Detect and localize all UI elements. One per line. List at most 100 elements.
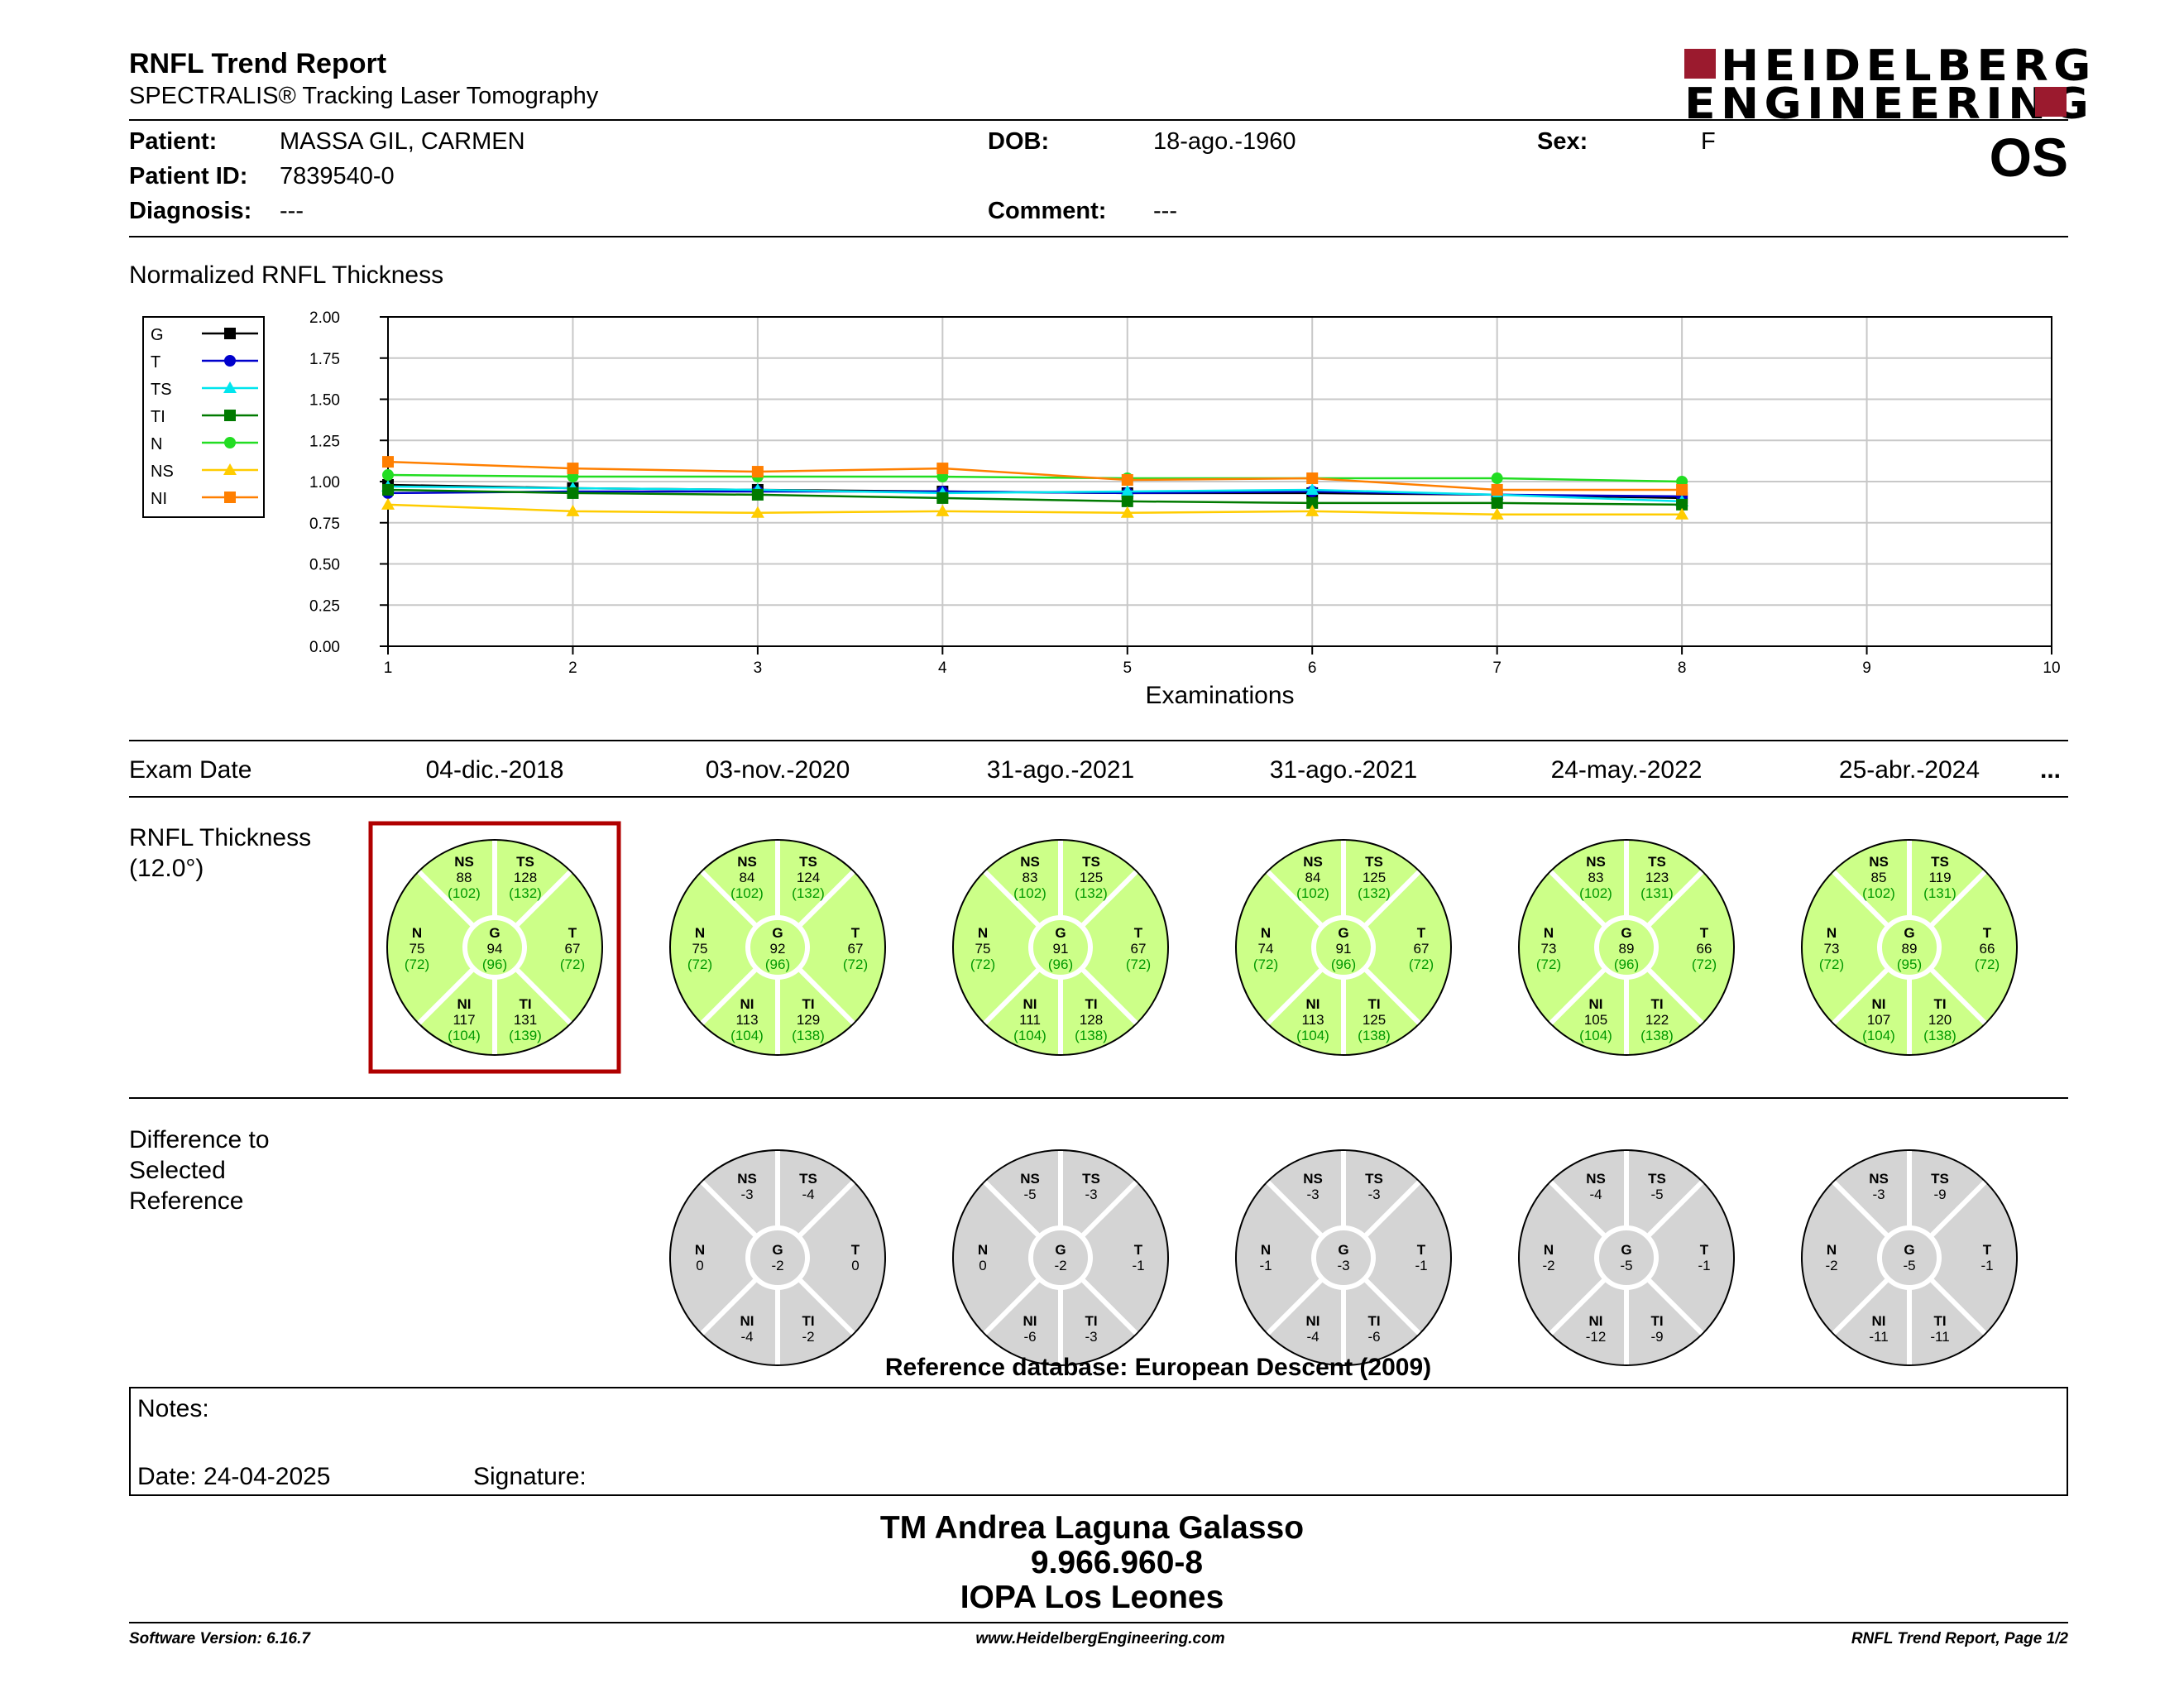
sector-value: 128 [1080,1012,1103,1028]
sector-divider [514,966,572,1025]
exam-date-label: Exam Date [129,756,252,784]
sector-label: NS [1586,854,1606,870]
sector-ring [745,915,810,980]
sector-value: 113 [735,1012,758,1028]
signature-label: Signature: [473,1463,587,1490]
exam-date[interactable]: 04-dic.-2018 [425,756,564,784]
sector-value: 75 [692,941,708,957]
eye-label: OS [1989,127,2068,188]
rnfl-sector-chart: NS83(102)TS125(132)N75(72)G91(96)T67(72)… [952,839,1169,1056]
sector-label: TS [1365,854,1383,870]
sector-divider [983,1180,1042,1239]
legend-marker [224,410,236,421]
legend-label: NS [151,463,174,481]
data-point-ni [1491,483,1503,496]
sector-divider [1549,870,1607,928]
data-point-ts [1305,482,1320,495]
data-point-ts [1120,484,1134,496]
legend-marker [224,355,236,367]
sector-label: TI [1367,1313,1380,1329]
sector-normal: (139) [509,1028,542,1043]
sector-divider [1832,1277,1890,1336]
sector-value: 125 [1363,1012,1386,1028]
x-axis-title: Examinations [1145,682,1294,709]
sector-difference: -2 [771,1258,783,1273]
sector-label: TS [1365,1171,1383,1187]
sector-difference: -6 [1367,1329,1380,1345]
exam-date[interactable]: 24-may.-2022 [1550,756,1703,784]
data-point-ni [1676,483,1688,496]
sector-difference: -2 [802,1329,814,1345]
sector-value: 67 [1414,941,1430,957]
sector-ring [1311,915,1376,980]
exam-date[interactable]: 25-abr.-2024 [1838,756,1980,784]
sector-difference: -9 [1650,1329,1663,1345]
data-point-ni [1306,472,1319,485]
legend-label: TI [151,408,165,426]
sector-label: T [1134,925,1143,941]
data-point-ni [567,463,579,475]
sector-difference: -3 [1306,1187,1319,1202]
sector-normal: (138) [1075,1028,1108,1043]
exam-date[interactable]: 31-ago.-2021 [986,756,1135,784]
website-link[interactable]: www.HeidelbergEngineering.com [975,1630,1225,1647]
sector-normal: (104) [448,1028,481,1043]
sector-ring [1028,915,1093,980]
sector-divider [1080,1180,1138,1239]
data-point-ns [1120,506,1134,518]
exam-date[interactable]: 03-nov.-2020 [705,756,850,784]
sector-normal: (132) [1075,885,1108,901]
series-line-n [387,473,1683,483]
sector-divider [1928,966,1987,1025]
sector-value: 117 [453,1012,475,1028]
sector-value: 67 [848,941,864,957]
sector-label: NS [454,854,474,870]
sector-label: T [568,925,577,941]
sector-value: 73 [1824,941,1840,957]
heidelberg-logo: HEIDELBERG ENGINEERING [1684,45,2091,126]
logo-line1: HEIDELBERG [1721,41,2096,91]
sector-label: N [1261,1242,1271,1258]
sector-label: NI [740,1313,754,1329]
sector-label: TI [1933,1313,1946,1329]
sector-divider [1266,1180,1324,1239]
sector-value: 120 [1928,1012,1952,1028]
series-line-ts [387,485,1683,503]
rnfl-sector-chart: NS88(102)TS128(132)N75(72)G94(96)T67(72)… [386,839,603,1056]
legend-frame [142,316,265,518]
sector-value: 124 [797,870,820,885]
sector-value: 105 [1584,1012,1607,1028]
sector-value: 94 [487,941,503,957]
stamp-id: 9.966.960-8 [1030,1545,1204,1580]
x-tick-label: 3 [754,659,763,677]
sector-value: 73 [1541,941,1557,957]
sector-value: 66 [1697,941,1712,957]
sector-label: N [978,1242,988,1258]
sector-normal: (96) [1331,957,1356,972]
logo-square-icon [2035,87,2067,117]
y-tick-label: 1.50 [309,392,340,410]
sector-value: 131 [514,1012,537,1028]
divider [129,740,2068,741]
data-point-ti [382,483,394,496]
sector-divider [417,966,476,1025]
sector-label: TI [802,996,814,1012]
x-tick-label: 7 [1492,659,1502,677]
sector-divider [1363,1180,1421,1239]
sector-difference: -1 [1415,1258,1427,1273]
sector-label: T [1700,925,1709,941]
sector-value: 125 [1363,870,1386,885]
sector-difference: -6 [1023,1329,1036,1345]
sector-ring [1877,1225,1942,1290]
sector-normal: (104) [1579,1028,1612,1043]
sector-divider [797,966,855,1025]
legend-marker [224,492,236,503]
sector-label: G [1338,1242,1348,1258]
exam-date[interactable]: 31-ago.-2021 [1269,756,1418,784]
sector-normal: (131) [1923,885,1956,901]
chart-legend: GT TS TI N NS NI [142,316,265,518]
y-tick-label: 2.00 [309,309,340,327]
sector-value: 128 [514,870,537,885]
